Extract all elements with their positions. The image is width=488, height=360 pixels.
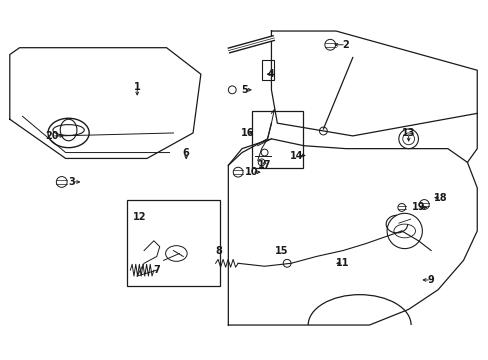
Text: 1: 1	[134, 82, 140, 92]
Text: 16: 16	[241, 128, 254, 138]
Text: 18: 18	[433, 193, 447, 203]
Text: 9: 9	[427, 275, 434, 285]
Text: 19: 19	[411, 202, 425, 212]
Text: 17: 17	[257, 160, 271, 170]
Bar	[261, 60, 274, 80]
Text: 13: 13	[401, 128, 414, 138]
Bar	[127, 199, 220, 286]
Bar	[251, 111, 302, 168]
Text: 14: 14	[289, 150, 303, 161]
Text: 10: 10	[244, 167, 258, 177]
Text: 6: 6	[183, 148, 189, 158]
Text: 7: 7	[153, 265, 160, 275]
Text: 5: 5	[241, 85, 248, 95]
Text: 15: 15	[274, 246, 287, 256]
Text: 3: 3	[68, 177, 75, 187]
Text: 4: 4	[267, 69, 274, 79]
Text: 11: 11	[336, 258, 349, 268]
Text: 12: 12	[133, 212, 146, 222]
Text: 20: 20	[45, 131, 59, 141]
Text: 2: 2	[342, 40, 348, 50]
Text: 8: 8	[215, 246, 222, 256]
